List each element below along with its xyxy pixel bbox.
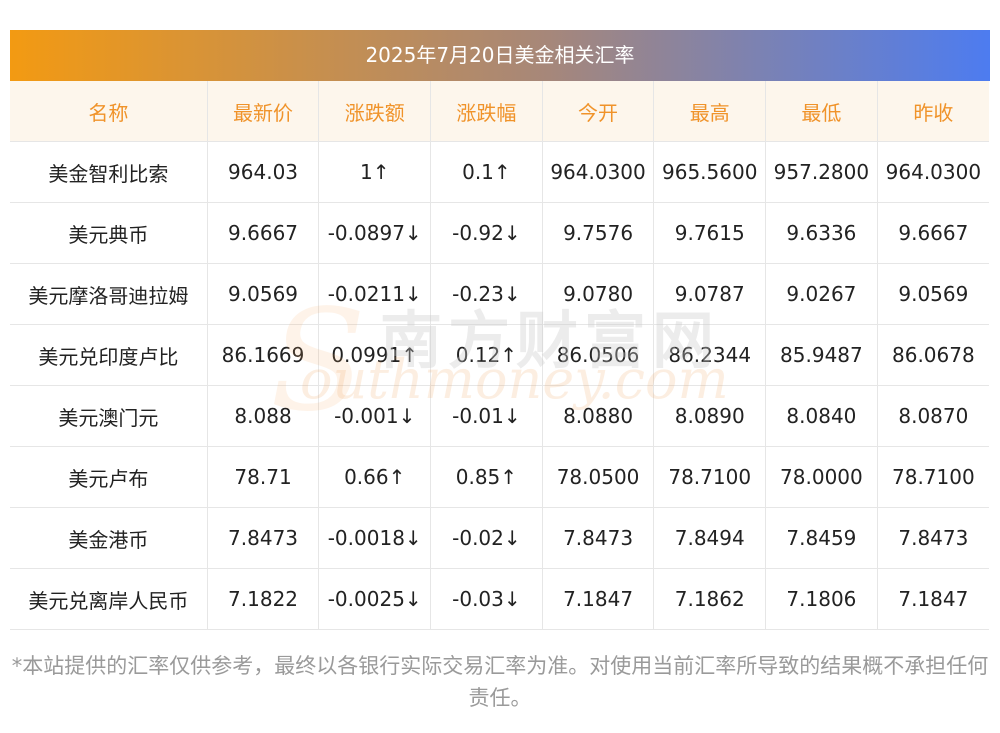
cell-change: -0.0025↓ (318, 568, 432, 630)
cell-change: 0.0991↑ (318, 324, 432, 386)
table-row: 美元典币 9.6667 -0.0897↓ -0.92↓ 9.7576 9.7615 9.63… (10, 202, 989, 264)
cell-low: 8.0840 (765, 385, 878, 447)
cell-high: 86.2344 (653, 324, 767, 386)
cell-name: 美金智利比索 (10, 141, 208, 203)
cell-low: 85.9487 (765, 324, 878, 386)
table-header-row: 名称 最新价 涨跌额 涨跌幅 今开 最高 最低 昨收 (10, 81, 989, 142)
cell-change: -0.0897↓ (318, 202, 432, 264)
cell-change: -0.0211↓ (318, 263, 432, 325)
cell-change: -0.0018↓ (318, 507, 432, 569)
cell-high: 78.7100 (653, 446, 767, 508)
cell-latest: 964.03 (207, 141, 320, 203)
cell-pct: -0.23↓ (430, 263, 543, 325)
cell-prev: 964.0300 (877, 141, 989, 203)
cell-latest: 7.8473 (207, 507, 320, 569)
cell-name: 美元兑印度卢比 (10, 324, 208, 386)
cell-name: 美元兑离岸人民币 (10, 568, 208, 630)
cell-open: 86.0506 (542, 324, 655, 386)
table-row: 美元兑印度卢比 86.1669 0.0991↑ 0.12↑ 86.0506 86.2344… (10, 324, 989, 386)
col-header-high: 最高 (653, 81, 767, 142)
cell-open: 964.0300 (542, 141, 655, 203)
col-header-latest: 最新价 (207, 81, 320, 142)
cell-pct: -0.01↓ (430, 385, 543, 447)
cell-open: 78.0500 (542, 446, 655, 508)
cell-prev: 86.0678 (877, 324, 989, 386)
col-header-prev: 昨收 (877, 81, 989, 142)
table-row: 美元卢布 78.71 0.66↑ 0.85↑ 78.0500 78.7100 78.0000… (10, 446, 989, 508)
cell-low: 9.0267 (765, 263, 878, 325)
cell-high: 8.0890 (653, 385, 767, 447)
table-row: 美金智利比索 964.03 1↑ 0.1↑ 964.0300 965.5600 957.28… (10, 141, 989, 203)
cell-high: 9.0787 (653, 263, 767, 325)
cell-pct: -0.92↓ (430, 202, 543, 264)
cell-name: 美金港币 (10, 507, 208, 569)
cell-latest: 7.1822 (207, 568, 320, 630)
cell-low: 9.6336 (765, 202, 878, 264)
disclaimer-footnote: *本站提供的汇率仅供参考，最终以各银行实际交易汇率为准。对使用当前汇率所导致的结… (11, 654, 989, 710)
cell-high: 7.1862 (653, 568, 767, 630)
cell-name: 美元摩洛哥迪拉姆 (10, 263, 208, 325)
cell-pct: 0.85↑ (430, 446, 543, 508)
cell-pct: -0.03↓ (430, 568, 543, 630)
col-header-pct: 涨跌幅 (430, 81, 543, 142)
cell-change: 0.66↑ (318, 446, 432, 508)
cell-low: 7.8459 (765, 507, 878, 569)
table-row: 美元兑离岸人民币 7.1822 -0.0025↓ -0.03↓ 7.1847 7.1862… (10, 568, 989, 630)
col-header-change: 涨跌额 (318, 81, 432, 142)
col-header-low: 最低 (765, 81, 878, 142)
cell-prev: 8.0870 (877, 385, 989, 447)
exchange-rate-table: 名称 最新价 涨跌额 涨跌幅 今开 最高 最低 昨收 美金智利比索 964.03 1… (10, 81, 989, 630)
cell-pct: 0.1↑ (430, 141, 543, 203)
cell-low: 957.2800 (765, 141, 878, 203)
cell-low: 7.1806 (765, 568, 878, 630)
cell-name: 美元澳门元 (10, 385, 208, 447)
cell-high: 7.8494 (653, 507, 767, 569)
cell-open: 9.0780 (542, 263, 655, 325)
cell-prev: 9.0569 (877, 263, 989, 325)
cell-prev: 9.6667 (877, 202, 989, 264)
cell-change: -0.001↓ (318, 385, 432, 447)
cell-prev: 7.1847 (877, 568, 989, 630)
cell-prev: 78.7100 (877, 446, 989, 508)
cell-open: 9.7576 (542, 202, 655, 264)
cell-name: 美元卢布 (10, 446, 208, 508)
cell-low: 78.0000 (765, 446, 878, 508)
cell-latest: 78.71 (207, 446, 320, 508)
cell-latest: 9.6667 (207, 202, 320, 264)
cell-latest: 9.0569 (207, 263, 320, 325)
col-header-open: 今开 (542, 81, 655, 142)
cell-open: 7.8473 (542, 507, 655, 569)
table-row: 美元澳门元 8.088 -0.001↓ -0.01↓ 8.0880 8.0890 8.084… (10, 385, 989, 447)
table-row: 美元摩洛哥迪拉姆 9.0569 -0.0211↓ -0.23↓ 9.0780 9.0787… (10, 263, 989, 325)
cell-name: 美元典币 (10, 202, 208, 264)
cell-latest: 86.1669 (207, 324, 320, 386)
col-header-name: 名称 (10, 81, 208, 142)
cell-change: 1↑ (318, 141, 432, 203)
cell-pct: 0.12↑ (430, 324, 543, 386)
cell-open: 8.0880 (542, 385, 655, 447)
cell-high: 965.5600 (653, 141, 767, 203)
cell-prev: 7.8473 (877, 507, 989, 569)
cell-latest: 8.088 (207, 385, 320, 447)
table-row: 美金港币 7.8473 -0.0018↓ -0.02↓ 7.8473 7.8494 7.84… (10, 507, 989, 569)
cell-high: 9.7615 (653, 202, 767, 264)
cell-open: 7.1847 (542, 568, 655, 630)
page-title: 2025年7月20日美金相关汇率 (10, 30, 990, 81)
cell-pct: -0.02↓ (430, 507, 543, 569)
